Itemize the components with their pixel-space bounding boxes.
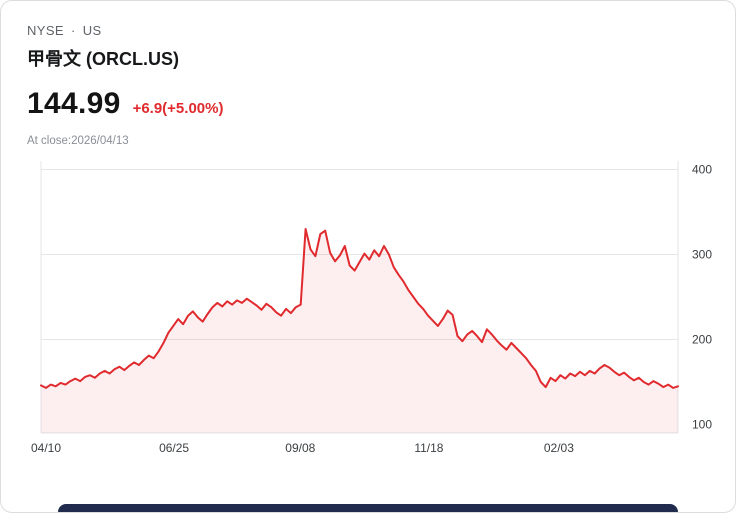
exchange-separator: · bbox=[71, 23, 76, 38]
svg-text:11/18: 11/18 bbox=[414, 441, 443, 455]
svg-text:06/25: 06/25 bbox=[159, 441, 189, 455]
svg-text:04/10: 04/10 bbox=[31, 441, 61, 455]
price-chart[interactable]: 400 300 200 100 04/10 06/25 09/08 11/18 02/03 bbox=[1, 153, 735, 455]
stock-price: 144.99 bbox=[27, 87, 121, 120]
bottom-bar bbox=[58, 504, 678, 512]
exchange-info: NYSE · US bbox=[27, 23, 709, 38]
svg-text:200: 200 bbox=[692, 333, 712, 347]
svg-text:100: 100 bbox=[692, 418, 712, 432]
price-change: +6.9(+5.00%) bbox=[132, 100, 224, 117]
exchange-label: NYSE bbox=[27, 23, 65, 38]
price-row: 144.99 +6.9(+5.00%) bbox=[27, 87, 709, 121]
close-time: At close:2026/04/13 bbox=[27, 135, 129, 147]
stock-name: 甲骨文 (ORCL.US) bbox=[27, 49, 179, 69]
chart-svg: 400 300 200 100 04/10 06/25 09/08 11/18 02/03 bbox=[31, 161, 712, 455]
stock-header: NYSE · US 甲骨文 (ORCL.US) 144.99 +6.9(+5.0… bbox=[1, 1, 735, 147]
svg-text:02/03: 02/03 bbox=[544, 441, 574, 455]
region-label: US bbox=[82, 23, 102, 38]
svg-text:400: 400 bbox=[692, 163, 712, 177]
svg-text:09/08: 09/08 bbox=[285, 441, 315, 455]
svg-text:300: 300 bbox=[692, 248, 712, 262]
